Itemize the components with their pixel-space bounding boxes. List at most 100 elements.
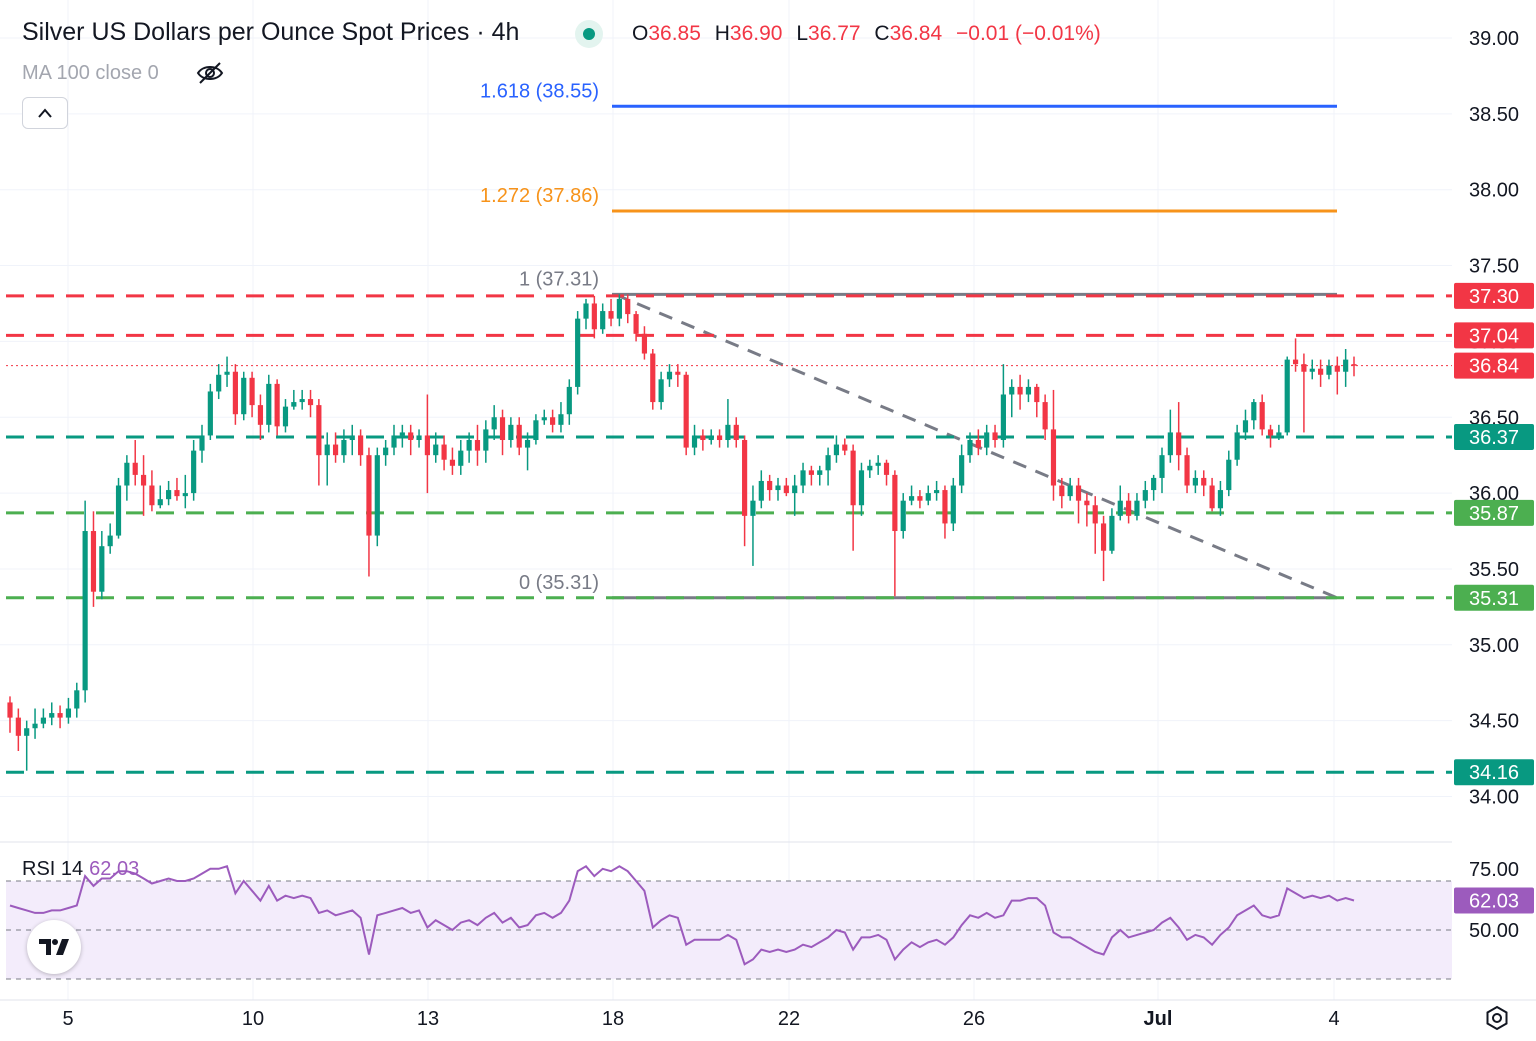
- candle: [191, 440, 197, 501]
- candle: [1276, 424, 1282, 441]
- candle: [783, 477, 789, 497]
- candle: [641, 326, 648, 360]
- candle: [842, 438, 848, 456]
- candle-body: [424, 435, 430, 456]
- candle: [491, 405, 497, 441]
- candle-body: [908, 496, 915, 501]
- candle-body: [1059, 485, 1065, 497]
- candle-body: [266, 383, 272, 425]
- candle: [700, 429, 706, 451]
- price-badge: 37.04: [1454, 322, 1534, 349]
- candle: [291, 389, 297, 410]
- candle: [149, 470, 155, 512]
- candle-body: [1117, 500, 1123, 516]
- y-tick-label: 39.00: [1469, 28, 1519, 50]
- candle: [533, 414, 539, 445]
- y-tick-label: 36.50: [1469, 407, 1519, 429]
- candle: [508, 417, 514, 448]
- candle-body: [199, 435, 205, 451]
- candle: [24, 720, 30, 771]
- x-tick-label: 4: [1328, 1008, 1339, 1030]
- candle: [600, 303, 606, 334]
- candle: [1009, 379, 1015, 418]
- candle-body: [49, 713, 55, 718]
- candle-body: [358, 435, 364, 456]
- candle: [825, 447, 831, 486]
- candle-body: [700, 435, 706, 441]
- candle-body: [1000, 394, 1006, 441]
- candle-body: [40, 717, 46, 724]
- candle-body: [15, 717, 21, 736]
- settings-gear-icon[interactable]: [1484, 1005, 1510, 1036]
- candle: [975, 429, 981, 456]
- candle-body: [625, 298, 631, 315]
- candle-body: [967, 440, 973, 456]
- fib-label-1.272: 1.272 (37.86): [480, 185, 599, 207]
- y-tick-label: 34.50: [1469, 711, 1519, 733]
- candle-body: [683, 374, 689, 448]
- candle: [1226, 450, 1232, 497]
- eye-off-icon[interactable]: [196, 60, 224, 91]
- candle-body: [249, 377, 255, 406]
- candle-body: [666, 371, 673, 380]
- candle-body: [316, 405, 322, 456]
- candle-body: [1126, 500, 1132, 516]
- candle: [1192, 470, 1198, 494]
- collapse-legend-button[interactable]: [22, 97, 68, 129]
- candle: [583, 298, 589, 330]
- candle: [232, 364, 238, 425]
- candle: [132, 440, 138, 486]
- candle-body: [508, 424, 514, 441]
- candle: [474, 424, 481, 466]
- candle: [74, 682, 80, 718]
- candle-body: [1184, 455, 1190, 486]
- open-value: 36.85: [648, 22, 701, 45]
- candle: [984, 424, 990, 456]
- candle-body: [633, 314, 639, 334]
- candle-body: [1343, 359, 1349, 372]
- candle-body: [399, 432, 405, 436]
- candle: [324, 432, 330, 486]
- candle-body: [758, 480, 764, 501]
- candle-body: [1075, 485, 1082, 501]
- x-tick-label: 13: [417, 1008, 439, 1030]
- candle-body: [716, 435, 723, 441]
- candle: [575, 311, 581, 395]
- candle-body: [1192, 477, 1198, 486]
- candle: [1309, 359, 1315, 380]
- candle: [1142, 480, 1148, 509]
- price-badge: 34.16: [1454, 759, 1534, 786]
- candle: [216, 364, 222, 400]
- tradingview-logo-icon[interactable]: [27, 920, 81, 974]
- candle: [758, 470, 764, 509]
- price-badge: 35.31: [1454, 584, 1534, 611]
- candle: [366, 447, 372, 577]
- candle-body: [7, 702, 13, 718]
- candles: [7, 294, 1357, 771]
- fib-label-1.618: 1.618 (38.55): [480, 80, 599, 102]
- candle-body: [892, 474, 898, 532]
- candle: [792, 474, 798, 516]
- candle-body: [441, 444, 447, 460]
- candle-body: [675, 371, 681, 375]
- candle: [867, 459, 873, 478]
- candle-body: [483, 429, 489, 451]
- ma-indicator-label[interactable]: MA 100 close 0: [22, 62, 159, 84]
- y-tick-label: 38.50: [1469, 104, 1519, 126]
- candle-body: [1318, 368, 1324, 375]
- candle-body: [282, 406, 289, 427]
- candle: [900, 493, 906, 539]
- candle: [374, 447, 380, 547]
- candle: [875, 455, 881, 475]
- candle-body: [900, 500, 906, 532]
- price-badge-bg: [1454, 352, 1534, 379]
- rsi-legend[interactable]: RSI 14 62.03: [22, 858, 140, 880]
- candle-body: [950, 485, 956, 524]
- candle: [1151, 474, 1157, 501]
- candle: [892, 470, 898, 597]
- candle: [1159, 447, 1165, 494]
- candle-body: [858, 470, 865, 506]
- candle-body: [1009, 386, 1015, 395]
- candle-body: [474, 440, 481, 451]
